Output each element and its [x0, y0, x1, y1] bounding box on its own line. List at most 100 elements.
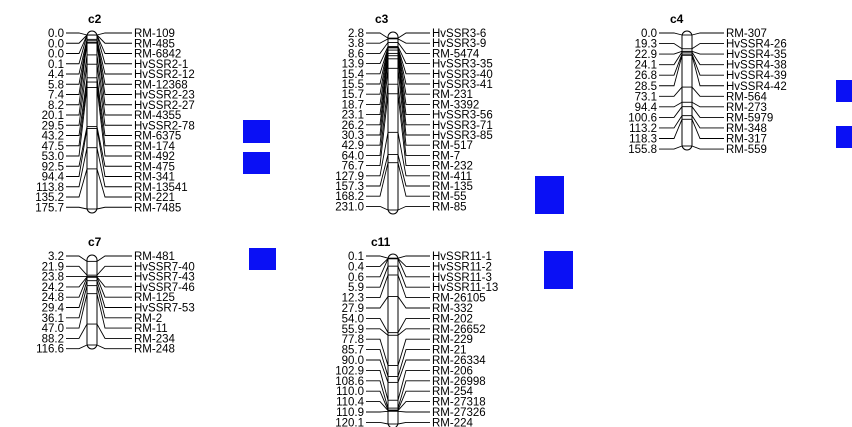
marker-position: 24.8: [42, 292, 64, 304]
marker-label: HvSSR3-40: [432, 69, 493, 81]
position-connector: [66, 255, 88, 262]
marker-label: HvSSR4-42: [726, 81, 787, 93]
marker-connector: [96, 39, 132, 75]
marker-label: HvSSR11-1: [432, 251, 492, 263]
marker-position: 53.0: [42, 151, 64, 163]
marker-connector: [397, 32, 430, 39]
marker-label: RM-307: [726, 28, 767, 40]
position-connector: [66, 128, 88, 177]
marker-connector: [397, 258, 430, 267]
marker-connector: [691, 119, 724, 139]
chromosome-bar: [86, 254, 98, 350]
marker-label: HvSSR7-40: [134, 261, 195, 273]
marker-connector: [691, 50, 724, 55]
marker-position: 19.3: [635, 39, 657, 51]
position-connector: [659, 53, 683, 76]
highlight-box: [249, 248, 276, 270]
position-connector: [366, 84, 389, 156]
position-connector: [366, 265, 389, 288]
position-connector: [366, 50, 389, 105]
marker-label: RM-3392: [432, 99, 479, 111]
marker-position: 12.3: [342, 293, 364, 305]
marker-position: 30.3: [342, 130, 364, 142]
position-connector: [66, 280, 88, 308]
marker-position: 5.8: [48, 79, 64, 91]
position-connector: [366, 410, 389, 413]
marker-position: 29.4: [42, 303, 65, 315]
position-connector: [366, 317, 389, 333]
marker-position: 8.6: [348, 48, 364, 60]
marker-position: 54.0: [342, 313, 364, 325]
marker-position: 0.4: [348, 261, 365, 273]
marker-label: RM-12368: [134, 79, 188, 91]
marker-position: 116.6: [36, 344, 64, 356]
marker-position: 26.2: [342, 120, 364, 132]
marker-label: RM-55: [432, 191, 467, 203]
marker-label: RM-26652: [432, 324, 486, 336]
marker-position: 118.3: [629, 134, 657, 146]
marker-label: RM-232: [432, 161, 473, 173]
marker-label: RM-317: [726, 134, 767, 146]
marker-position: 135.2: [35, 192, 64, 204]
marker-position: 47.5: [42, 141, 64, 153]
marker-position: 73.1: [635, 91, 657, 103]
marker-connector: [397, 205, 430, 211]
marker-label: RM-224: [432, 417, 474, 427]
marker-position: 4.4: [48, 69, 65, 81]
marker-label: RM-125: [134, 292, 175, 304]
marker-position: 20.1: [42, 110, 64, 122]
marker-connector: [397, 410, 430, 413]
position-connector: [366, 328, 389, 336]
position-connector: [66, 344, 88, 350]
marker-position: 8.2: [48, 100, 64, 112]
marker-label: HvSSR11-2: [432, 261, 492, 273]
position-connector: [66, 64, 88, 126]
marker-connector: [397, 401, 430, 411]
marker-label: HvSSR2-23: [134, 90, 195, 102]
marker-position: 110.0: [336, 386, 364, 398]
marker-position: 3.2: [48, 251, 64, 263]
marker-label: RM-26998: [432, 376, 486, 388]
marker-label: RM-27318: [432, 397, 486, 409]
marker-label: RM-475: [134, 161, 175, 173]
position-connector: [366, 205, 389, 211]
marker-connector: [397, 369, 430, 401]
marker-connector: [397, 380, 430, 409]
marker-position: 3.8: [348, 38, 364, 50]
position-connector: [659, 32, 683, 36]
position-connector: [366, 58, 389, 136]
marker-connector: [96, 81, 132, 147]
highlight-box: [535, 176, 564, 214]
marker-label: RM-7: [432, 150, 460, 162]
position-connector: [659, 106, 683, 118]
marker-label: HvSSR4-26: [726, 39, 787, 51]
marker-connector: [96, 34, 132, 44]
position-connector: [366, 274, 389, 299]
marker-connector: [397, 162, 430, 197]
highlight-box: [544, 251, 573, 289]
position-connector: [366, 258, 389, 278]
marker-position: 94.4: [42, 172, 65, 184]
position-connector: [66, 265, 88, 276]
position-connector: [659, 43, 683, 50]
marker-label: RM-13541: [134, 182, 188, 194]
marker-connector: [397, 274, 430, 299]
position-connector: [366, 369, 389, 401]
marker-label: RM-248: [134, 344, 175, 356]
marker-connector: [397, 47, 430, 75]
chromosome-title: c11: [371, 235, 391, 249]
position-connector: [366, 255, 389, 259]
marker-connector: [397, 55, 430, 126]
marker-position: 0.6: [348, 272, 364, 284]
marker-label: HvSSR11-13: [432, 282, 498, 294]
marker-label: HvSSR2-1: [134, 59, 188, 71]
highlight-box: [243, 120, 270, 143]
position-connector: [659, 86, 683, 97]
marker-connector: [96, 87, 132, 157]
chromosome-c2: c2 0.0 RM-109 0.0 RM-485 0.0 RM-6842 0.1 HvSSR2-…: [35, 12, 195, 214]
marker-position: 43.2: [42, 131, 64, 143]
marker-label: RM-109: [134, 28, 175, 40]
marker-label: RM-348: [726, 123, 767, 135]
position-connector: [66, 87, 88, 157]
